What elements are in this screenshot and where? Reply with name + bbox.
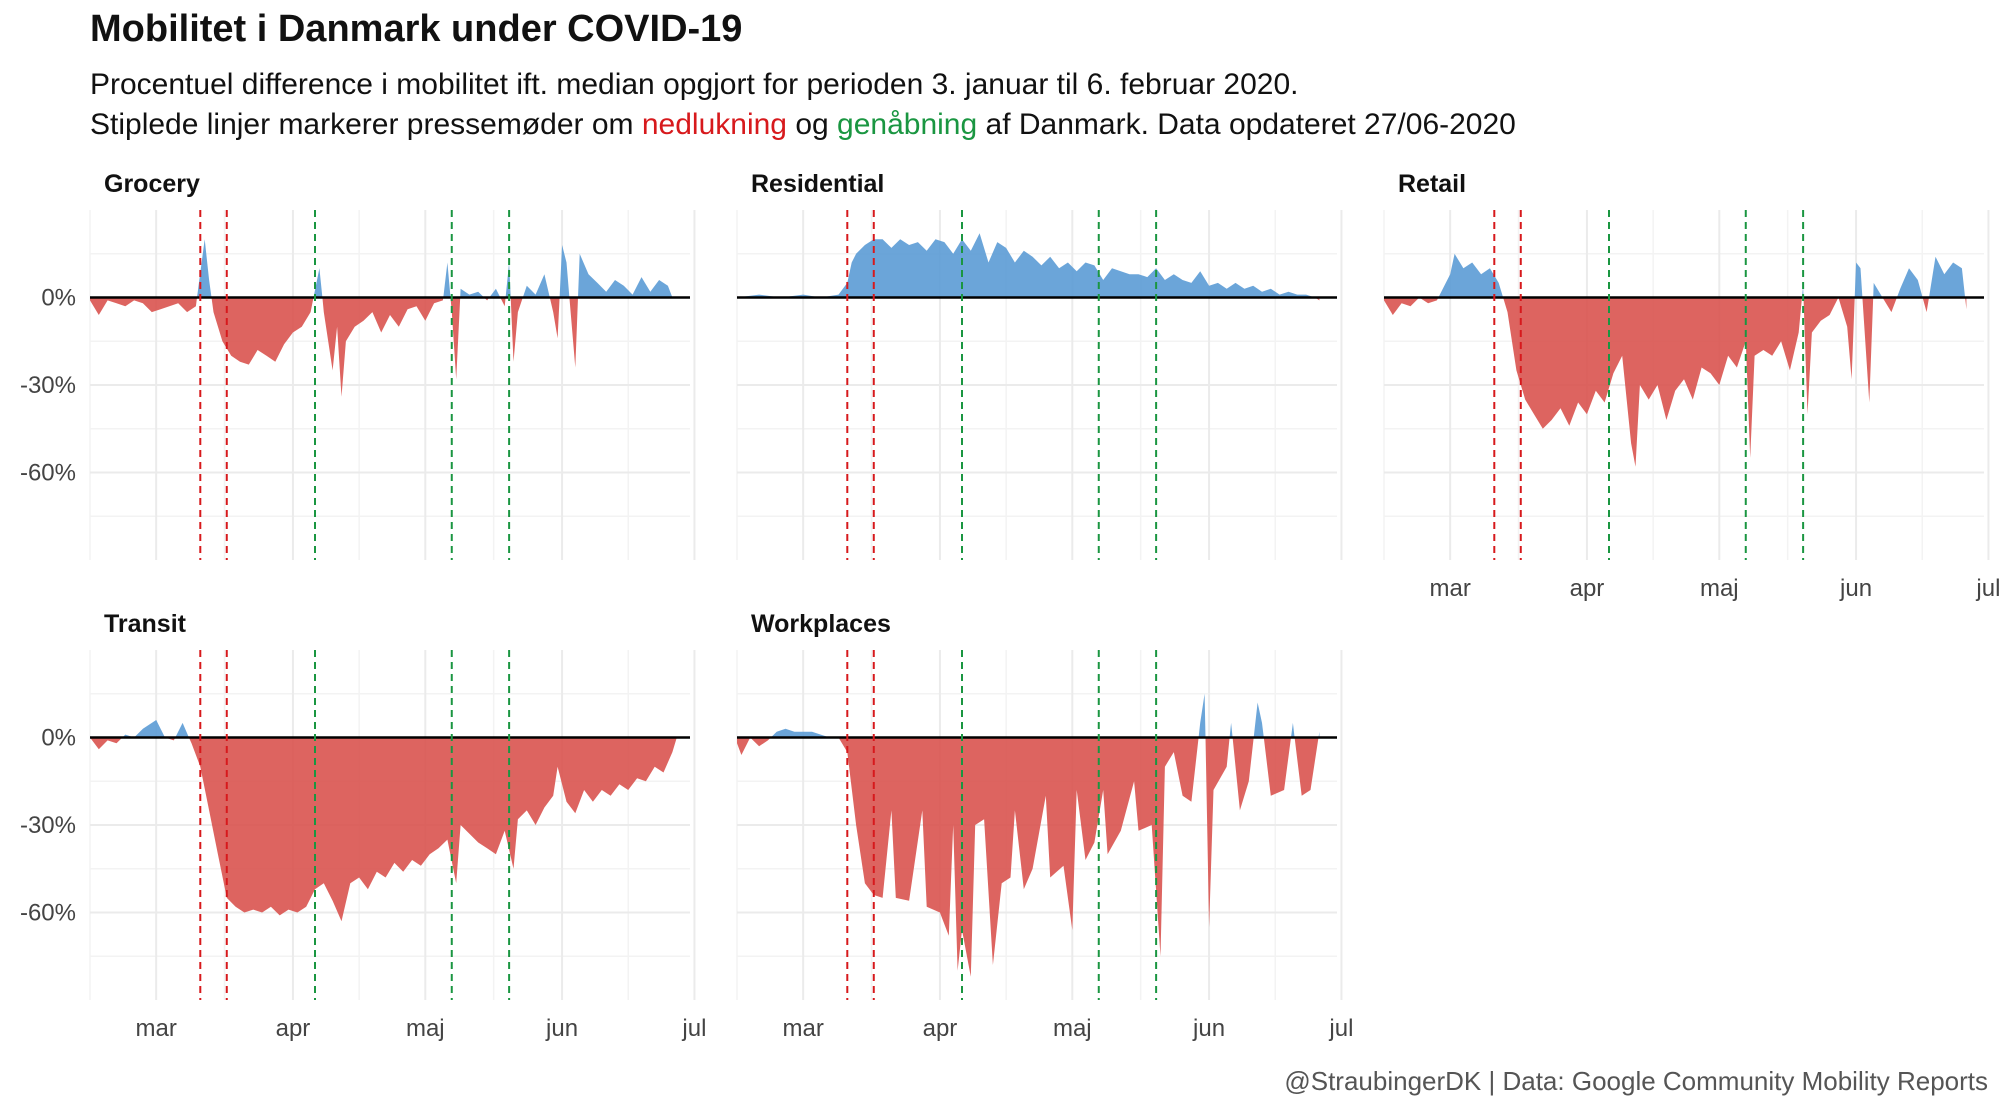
x-tick-label: jul: [681, 1015, 706, 1042]
panel-title-grocery: Grocery: [104, 170, 200, 198]
y-tick-label: -30%: [20, 372, 76, 399]
panel-title-transit: Transit: [104, 610, 187, 638]
x-tick-label: maj: [1053, 1015, 1092, 1042]
panel-workplaces: Workplaces mar apr maj jun jul: [736, 610, 1353, 1042]
subtitle-suffix: af Danmark. Data opdateret 27/06-2020: [977, 108, 1516, 141]
subtitle-middle: og: [786, 108, 838, 141]
chart-subtitle-line-2: Stiplede linjer markerer pressemøder om …: [90, 108, 1516, 142]
y-tick-label: -60%: [20, 900, 76, 927]
panel-title-retail: Retail: [1398, 170, 1466, 198]
x-tick-label: maj: [406, 1015, 445, 1042]
x-tick-label: maj: [1700, 575, 1739, 602]
x-tick-label: apr: [1570, 575, 1605, 602]
x-tick-label: jul: [1975, 575, 2000, 602]
area-negative-retail: [1384, 297, 1967, 467]
chart-subtitle-line-1: Procentuel difference i mobilitet ift. m…: [90, 68, 1299, 101]
x-tick-label: jun: [1192, 1015, 1225, 1042]
x-tick-label: jun: [1839, 575, 1872, 602]
x-tick-label: apr: [923, 1015, 958, 1042]
y-tick-label: 0%: [41, 725, 76, 752]
chart-caption: @StraubingerDK | Data: Google Community …: [1284, 1066, 1988, 1096]
subtitle-lockdown-word: nedlukning: [641, 108, 787, 141]
area-positive-transit: [90, 720, 677, 738]
chart-title: Mobilitet i Danmark under COVID-19: [90, 8, 743, 50]
panel-residential: Residential: [736, 170, 1343, 560]
area-negative-grocery: [90, 297, 673, 397]
y-tick-label: 0%: [41, 285, 76, 312]
x-tick-label: apr: [276, 1015, 311, 1042]
area-positive-residential: [737, 233, 1320, 298]
subtitle-prefix: Stiplede linjer markerer pressemøder om: [90, 108, 642, 141]
y-tick-label: -60%: [20, 460, 76, 487]
area-negative-workplaces: [737, 737, 1320, 977]
panel-retail: Retail mar apr maj jun jul: [1383, 170, 2000, 602]
x-tick-label: jun: [545, 1015, 578, 1042]
panel-transit: Transit 0% -30% -60% mar apr maj jun jul: [20, 610, 706, 1042]
area-positive-grocery: [90, 239, 673, 298]
area-positive-retail: [1384, 253, 1967, 298]
x-tick-label: mar: [1430, 575, 1471, 602]
x-tick-label: mar: [136, 1015, 177, 1042]
panel-title-workplaces: Workplaces: [751, 610, 891, 638]
subtitle-reopening-word: genåbning: [837, 108, 978, 141]
y-tick-label: -30%: [20, 812, 76, 839]
area-negative-transit: [90, 737, 677, 922]
x-tick-label: jul: [1328, 1015, 1353, 1042]
panel-title-residential: Residential: [751, 170, 884, 198]
area-positive-workplaces: [737, 693, 1320, 738]
panel-grocery: Grocery 0% -30% -60%: [20, 170, 696, 560]
x-tick-label: mar: [783, 1015, 824, 1042]
